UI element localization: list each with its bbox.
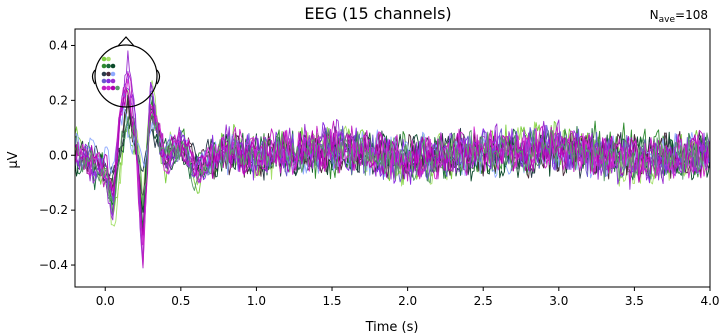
channel-trace-14 [74,89,711,236]
nave-subscript: ave [659,15,676,25]
y-tick-label: 0.0 [49,148,68,162]
sensor-dot [110,78,116,84]
y-tick-label: 0.2 [49,93,68,107]
x-tick-label: 1.5 [322,294,341,308]
x-axis-label: Time (s) [365,320,419,335]
sensor-dot [106,85,111,91]
y-axis-label: µV [6,151,21,168]
x-tick-label: 2.5 [474,294,493,308]
axes-frame [74,28,711,288]
plot-area: 0.0 0.5 1.0 1.5 2.0 2.5 3.0 3.5 4.0 0.4 0.2 0.0 −0.… [39,28,720,308]
chart-title: EEG (15 channels) [304,4,451,23]
left-ear-shape [91,69,96,85]
traces-group [74,50,711,269]
sensor-topomap-inset [91,36,161,108]
nave-annotation: Nave=108 [650,8,708,25]
sensor-dots [101,56,120,91]
sensor-dot [106,56,111,62]
sensor-dot [101,78,107,84]
y-tick-label: 0.4 [49,38,68,52]
sensor-dot [106,71,111,77]
right-ear-shape [156,69,161,85]
x-tick-label: 0.0 [96,294,115,308]
y-tick-label: −0.4 [39,258,68,272]
sensor-dot [101,71,107,77]
y-tick-label: −0.2 [39,203,68,217]
sensor-dot [115,85,120,91]
sensor-dot [101,85,107,91]
sensor-dot [106,63,111,69]
sensor-dot [110,63,116,69]
x-tick-label: 3.5 [625,294,644,308]
nave-label: N [650,8,659,22]
x-tick-label: 4.0 [700,294,719,308]
x-tick-label: 0.5 [171,294,190,308]
y-ticks: 0.4 0.2 0.0 −0.2 −0.4 [39,38,75,272]
x-tick-label: 1.0 [247,294,266,308]
nave-value: =108 [675,8,708,22]
sensor-dot [110,71,116,77]
channel-trace-15 [74,113,711,206]
sensor-dot [110,85,116,91]
sensor-dot [101,56,107,62]
sensor-dot [101,63,107,69]
head-outline [94,44,158,108]
x-ticks: 0.0 0.5 1.0 1.5 2.0 2.5 3.0 3.5 4.0 [96,287,720,308]
x-tick-label: 2.0 [398,294,417,308]
x-tick-label: 3.0 [549,294,568,308]
nose-shape [117,36,135,47]
sensor-dot [106,78,111,84]
